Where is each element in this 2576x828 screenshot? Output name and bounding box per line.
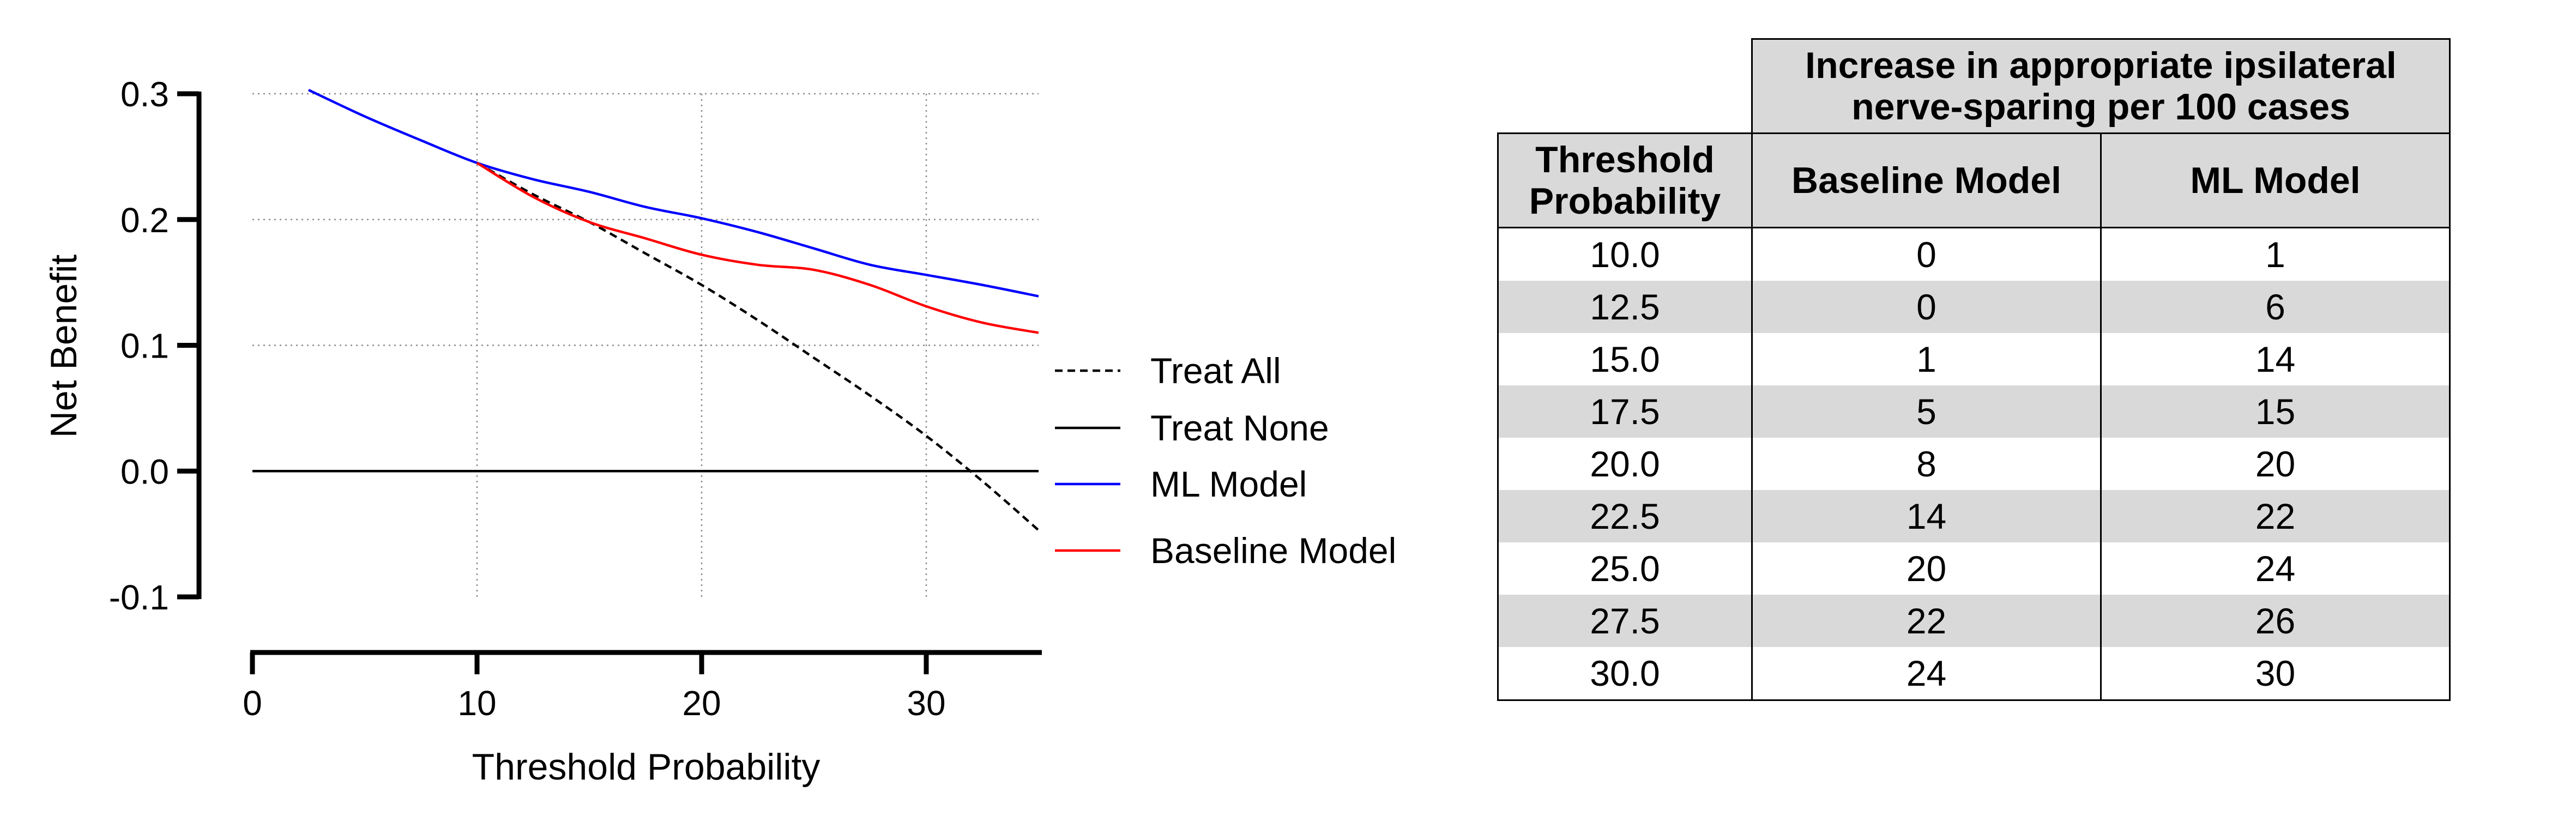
y-tick-label: 0.0 bbox=[120, 452, 169, 491]
table-row: 15.0 1 14 bbox=[1497, 333, 2451, 385]
cell-baseline: 1 bbox=[1751, 333, 2102, 385]
tick-labels: 0.3 0.2 0.1 0.0 -0.1 0 10 20 30 bbox=[109, 75, 946, 723]
cell-threshold: 17.5 bbox=[1497, 385, 1753, 438]
cell-baseline: 22 bbox=[1751, 595, 2102, 647]
cell-threshold: 15.0 bbox=[1497, 333, 1753, 385]
legend-label-treat-none: Treat None bbox=[1150, 408, 1329, 448]
cell-ml: 22 bbox=[2100, 490, 2451, 542]
cell-baseline: 24 bbox=[1751, 647, 2102, 701]
cell-threshold: 12.5 bbox=[1497, 281, 1753, 333]
x-axis-label: Threshold Probability bbox=[472, 746, 821, 788]
y-tick-label: 0.3 bbox=[120, 75, 169, 114]
y-tick-label: 0.2 bbox=[120, 201, 169, 240]
cell-threshold: 22.5 bbox=[1497, 490, 1753, 542]
table-row: 10.0 0 1 bbox=[1497, 227, 2451, 281]
cell-baseline: 5 bbox=[1751, 385, 2102, 438]
cell-ml: 15 bbox=[2100, 385, 2451, 438]
cell-ml: 6 bbox=[2100, 281, 2451, 333]
x-tick-label: 0 bbox=[243, 684, 262, 723]
cell-ml: 26 bbox=[2100, 595, 2451, 647]
cell-threshold: 20.0 bbox=[1497, 438, 1753, 490]
x-tick-label: 30 bbox=[907, 684, 945, 723]
y-axis-label: Net Benefit bbox=[43, 255, 85, 438]
cell-baseline: 0 bbox=[1751, 227, 2102, 281]
table-row: 22.5 14 22 bbox=[1497, 490, 2451, 542]
y-tick-label: 0.1 bbox=[120, 327, 169, 366]
cell-threshold: 10.0 bbox=[1497, 227, 1753, 281]
x-tick-label: 20 bbox=[682, 684, 721, 723]
legend-label-baseline-model: Baseline Model bbox=[1150, 530, 1396, 571]
cell-ml: 14 bbox=[2100, 333, 2451, 385]
cell-ml: 20 bbox=[2100, 438, 2451, 490]
cell-ml: 1 bbox=[2100, 227, 2451, 281]
cell-baseline: 20 bbox=[1751, 542, 2102, 595]
legend: Treat All Treat None ML Model Baseline Mode… bbox=[1055, 350, 1396, 571]
decision-curve-chart: 0.3 0.2 0.1 0.0 -0.1 0 10 20 30 Threshold Probab… bbox=[43, 75, 1396, 788]
header-baseline-model: Baseline Model bbox=[1751, 132, 2102, 228]
legend-label-ml-model: ML Model bbox=[1150, 464, 1307, 504]
cell-threshold: 25.0 bbox=[1497, 542, 1753, 595]
series-lines bbox=[252, 89, 1039, 531]
x-tick-label: 10 bbox=[457, 684, 496, 723]
table-row: 30.0 24 30 bbox=[1497, 647, 2451, 701]
table-super-header: Increase in appropriate ipsilateral nerv… bbox=[1751, 38, 2451, 134]
y-tick-label: -0.1 bbox=[109, 578, 169, 617]
table-super-header-row: Increase in appropriate ipsilateral nerv… bbox=[1498, 38, 2451, 134]
cell-baseline: 0 bbox=[1751, 281, 2102, 333]
table-row: 17.5 5 15 bbox=[1497, 385, 2451, 438]
cell-ml: 24 bbox=[2100, 542, 2451, 595]
table-header-row: Threshold Probability Baseline Model ML … bbox=[1497, 132, 2451, 228]
series-line-treat-all bbox=[476, 161, 1039, 531]
series-line-baseline-model bbox=[476, 161, 1039, 334]
header-ml-model: ML Model bbox=[2100, 132, 2451, 228]
table-row: 25.0 20 24 bbox=[1497, 542, 2451, 595]
table-row: 12.5 0 6 bbox=[1497, 281, 2451, 333]
cell-threshold: 27.5 bbox=[1497, 595, 1753, 647]
table-row: 27.5 22 26 bbox=[1497, 595, 2451, 647]
table-empty-corner bbox=[1498, 39, 1752, 134]
grid-lines bbox=[252, 93, 1039, 597]
cell-ml: 30 bbox=[2100, 647, 2451, 701]
series-line-ml-model bbox=[308, 89, 1039, 298]
cell-threshold: 30.0 bbox=[1497, 647, 1753, 701]
header-threshold-probability: Threshold Probability bbox=[1497, 132, 1753, 228]
net-benefit-table: Increase in appropriate ipsilateral nerv… bbox=[1497, 38, 2451, 701]
table-row: 20.0 8 20 bbox=[1497, 438, 2451, 490]
legend-label-treat-all: Treat All bbox=[1150, 350, 1281, 391]
cell-baseline: 14 bbox=[1751, 490, 2102, 542]
axes bbox=[177, 91, 1042, 674]
cell-baseline: 8 bbox=[1751, 438, 2102, 490]
